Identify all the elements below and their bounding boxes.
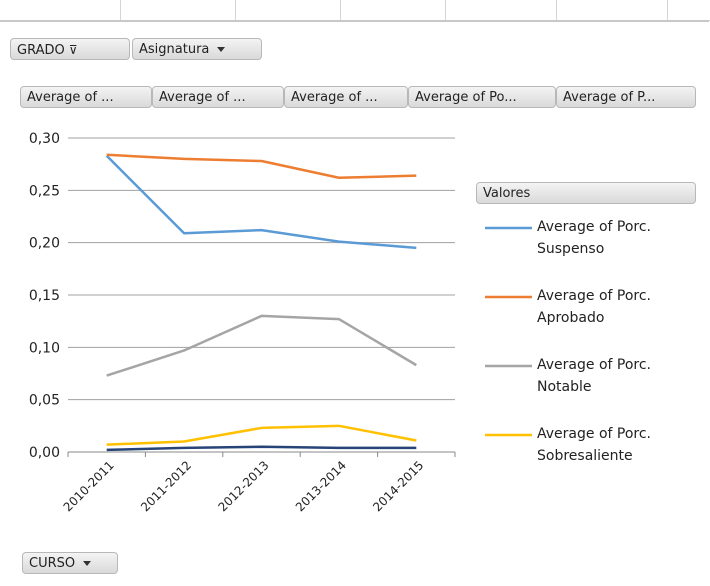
value-field-button[interactable]: Average of P... xyxy=(556,86,696,108)
value-field-button[interactable]: Average of ... xyxy=(20,86,152,108)
x-tick-label: 2010-2011 xyxy=(61,458,117,514)
value-field-button[interactable]: Average of ... xyxy=(284,86,408,108)
x-tick-label: 2013-2014 xyxy=(293,458,349,514)
y-tick-label: 0,10 xyxy=(29,340,60,356)
x-tick-label: 2011-2012 xyxy=(138,458,194,514)
filter-label: GRADO xyxy=(17,43,65,58)
y-tick-label: 0,20 xyxy=(29,236,60,252)
value-field-button[interactable]: Average of Po... xyxy=(408,86,556,108)
sheet-cell xyxy=(557,0,668,20)
series-line xyxy=(106,445,417,452)
axis-field-button[interactable]: CURSO xyxy=(22,552,118,574)
legend-title: Valores xyxy=(476,182,696,204)
legend-label: Average of Porc. Aprobado xyxy=(537,288,651,326)
series-line xyxy=(106,314,417,377)
chart-frame xyxy=(0,20,709,586)
x-tick-label: 2014-2015 xyxy=(370,458,426,514)
legend-label: Average of Porc. Suspenso xyxy=(537,219,651,257)
y-tick-label: 0,15 xyxy=(29,288,60,304)
y-tick-label: 0,00 xyxy=(29,445,60,461)
y-tick-label: 0,25 xyxy=(29,183,60,199)
filter-button[interactable]: GRADO ⊽ xyxy=(10,38,130,60)
sheet-cell xyxy=(446,0,557,20)
legend-label: Average of Porc. Sobresaliente xyxy=(537,426,651,464)
legend-label: Average of Porc. Notable xyxy=(537,357,651,395)
filter-label: Asignatura xyxy=(139,42,210,57)
x-tick-label: 2012-2013 xyxy=(215,458,271,514)
sheet-cell xyxy=(236,0,341,20)
y-tick-label: 0,30 xyxy=(29,131,60,147)
value-field-button[interactable]: Average of ... xyxy=(152,86,284,108)
axis-field-label: CURSO xyxy=(29,556,76,571)
sheet-cell xyxy=(341,0,446,20)
sheet-cell xyxy=(121,0,236,20)
series-line xyxy=(105,154,417,250)
y-tick-label: 0,05 xyxy=(29,393,60,409)
filter-button[interactable]: Asignatura xyxy=(132,38,262,60)
sheet-cell xyxy=(0,0,121,20)
series-line xyxy=(106,153,417,180)
series-line xyxy=(106,424,417,446)
